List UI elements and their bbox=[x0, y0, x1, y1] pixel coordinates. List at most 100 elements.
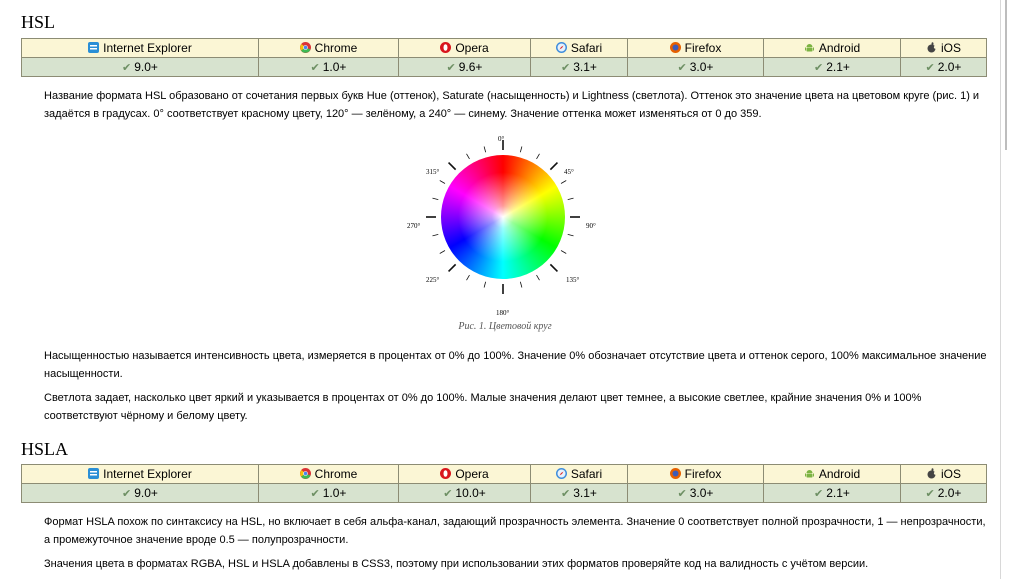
tick-mark bbox=[447, 161, 457, 171]
tick-mark bbox=[536, 274, 540, 281]
ie-icon bbox=[88, 42, 100, 53]
hsl-paragraph-saturation: Насыщенностью называется интенсивность ц… bbox=[44, 350, 987, 380]
tick-mark bbox=[549, 263, 559, 273]
chrome-icon bbox=[299, 468, 311, 479]
hsl-paragraph-hue: Название формата HSL образовано от сочет… bbox=[44, 90, 980, 120]
browser-name: Opera bbox=[455, 467, 489, 481]
browser-header-row: Internet Explorer Chrome Opera Safari Fi… bbox=[21, 464, 987, 484]
tick-mark bbox=[549, 161, 559, 171]
version-cell: ✔ 2.0+ bbox=[900, 483, 987, 503]
check-icon: ✔ bbox=[443, 488, 453, 500]
check-icon: ✔ bbox=[310, 62, 320, 74]
tick-mark bbox=[483, 146, 487, 153]
version-cell: ✔ 2.0+ bbox=[900, 57, 987, 77]
version-value: 2.0+ bbox=[937, 60, 962, 74]
browser-cell: Android bbox=[763, 38, 901, 58]
version-row: ✔ 9.0+ ✔ 1.0+ ✔ 9.6+ ✔ 3.1+ ✔ 3.0+ ✔ 2.1+ ✔ 2.0… bbox=[21, 57, 987, 77]
tick-mark bbox=[483, 281, 487, 288]
browser-support-table-hsl: Internet Explorer Chrome Opera Safari Fi… bbox=[21, 38, 987, 77]
label-135: 135° bbox=[566, 276, 580, 284]
tick-mark bbox=[519, 281, 523, 288]
opera-icon bbox=[440, 468, 452, 479]
browser-name: Safari bbox=[570, 467, 603, 481]
label-45: 45° bbox=[564, 168, 574, 176]
version-value: 9.0+ bbox=[134, 486, 158, 500]
safari-icon bbox=[555, 468, 567, 479]
version-cell: ✔ 1.0+ bbox=[258, 57, 399, 77]
version-cell: ✔ 2.1+ bbox=[763, 57, 901, 77]
firefox-icon bbox=[669, 468, 681, 479]
android-icon bbox=[804, 468, 815, 479]
check-icon: ✔ bbox=[925, 488, 935, 500]
color-wheel bbox=[441, 155, 565, 279]
figure-caption: Рис. 1. Цветовой круг bbox=[458, 321, 552, 332]
tick-mark bbox=[567, 197, 574, 201]
browser-cell: Chrome bbox=[258, 464, 399, 484]
version-value: 3.0+ bbox=[689, 486, 714, 500]
tick-mark bbox=[536, 153, 540, 160]
tick-mark bbox=[432, 233, 439, 237]
version-value: 3.1+ bbox=[573, 486, 597, 500]
browser-name: Chrome bbox=[314, 467, 358, 481]
tick-mark bbox=[466, 153, 470, 160]
check-icon: ✔ bbox=[310, 488, 320, 500]
version-value: 3.1+ bbox=[573, 60, 597, 74]
browser-name: iOS bbox=[940, 41, 961, 55]
version-value: 2.1+ bbox=[826, 486, 850, 500]
version-cell: ✔ 1.0+ bbox=[258, 483, 399, 503]
hsla-paragraph-css3: Значения цвета в форматах RGBA, HSL и HS… bbox=[44, 558, 869, 570]
apple-icon bbox=[926, 42, 937, 53]
browser-cell: Opera bbox=[398, 38, 531, 58]
check-icon: ✔ bbox=[814, 62, 824, 74]
check-icon: ✔ bbox=[925, 62, 935, 74]
browser-header-row: Internet Explorer Chrome Opera Safari Fi… bbox=[21, 38, 987, 58]
version-cell: ✔ 3.1+ bbox=[530, 483, 628, 503]
tick-mark bbox=[447, 263, 457, 273]
browser-name: Safari bbox=[570, 41, 603, 55]
browser-cell: iOS bbox=[900, 38, 987, 58]
tick-mark bbox=[439, 250, 446, 254]
browser-name: Android bbox=[818, 467, 861, 481]
ie-icon bbox=[88, 468, 100, 479]
label-315: 315° bbox=[426, 168, 440, 176]
tick-mark bbox=[560, 250, 567, 254]
browser-name: Chrome bbox=[314, 41, 358, 55]
scrollbar[interactable] bbox=[1005, 0, 1007, 150]
browser-cell: Internet Explorer bbox=[21, 38, 259, 58]
tick-mark bbox=[519, 146, 523, 153]
browser-name: Firefox bbox=[684, 467, 722, 481]
safari-icon bbox=[555, 42, 567, 53]
check-icon: ✔ bbox=[677, 488, 687, 500]
check-icon: ✔ bbox=[122, 62, 132, 74]
browser-cell: Safari bbox=[530, 464, 628, 484]
page-border bbox=[1000, 0, 1001, 579]
apple-icon bbox=[926, 468, 937, 479]
browser-cell: Opera bbox=[398, 464, 531, 484]
chrome-icon bbox=[299, 42, 311, 53]
degree-ticks bbox=[426, 140, 580, 294]
browser-cell: Chrome bbox=[258, 38, 399, 58]
section-title-hsl: HSL bbox=[21, 12, 56, 32]
version-value: 3.0+ bbox=[689, 60, 714, 74]
check-icon: ✔ bbox=[677, 62, 687, 74]
version-value: 1.0+ bbox=[322, 486, 347, 500]
version-cell: ✔ 2.1+ bbox=[763, 483, 901, 503]
browser-name: Firefox bbox=[684, 41, 722, 55]
browser-cell: Firefox bbox=[627, 38, 764, 58]
hsl-paragraph-lightness: Светлота задает, насколько цвет яркий и … bbox=[44, 392, 922, 422]
browser-name: Internet Explorer bbox=[103, 467, 192, 481]
version-value: 10.0+ bbox=[455, 486, 486, 500]
version-cell: ✔ 3.0+ bbox=[627, 57, 764, 77]
version-cell: ✔ 9.0+ bbox=[21, 57, 259, 77]
check-icon: ✔ bbox=[122, 488, 132, 500]
browser-name: iOS bbox=[940, 467, 961, 481]
check-icon: ✔ bbox=[446, 62, 456, 74]
browser-name: Android bbox=[818, 41, 861, 55]
section-title-hsla: HSLA bbox=[21, 439, 69, 459]
version-row: ✔ 9.0+ ✔ 1.0+ ✔ 10.0+ ✔ 3.1+ ✔ 3.0+ ✔ 2.1+ ✔ 2.… bbox=[21, 483, 987, 503]
version-cell: ✔ 9.0+ bbox=[21, 483, 259, 503]
browser-name: Opera bbox=[455, 41, 489, 55]
browser-cell: Android bbox=[763, 464, 901, 484]
version-cell: ✔ 10.0+ bbox=[398, 483, 531, 503]
firefox-icon bbox=[669, 42, 681, 53]
